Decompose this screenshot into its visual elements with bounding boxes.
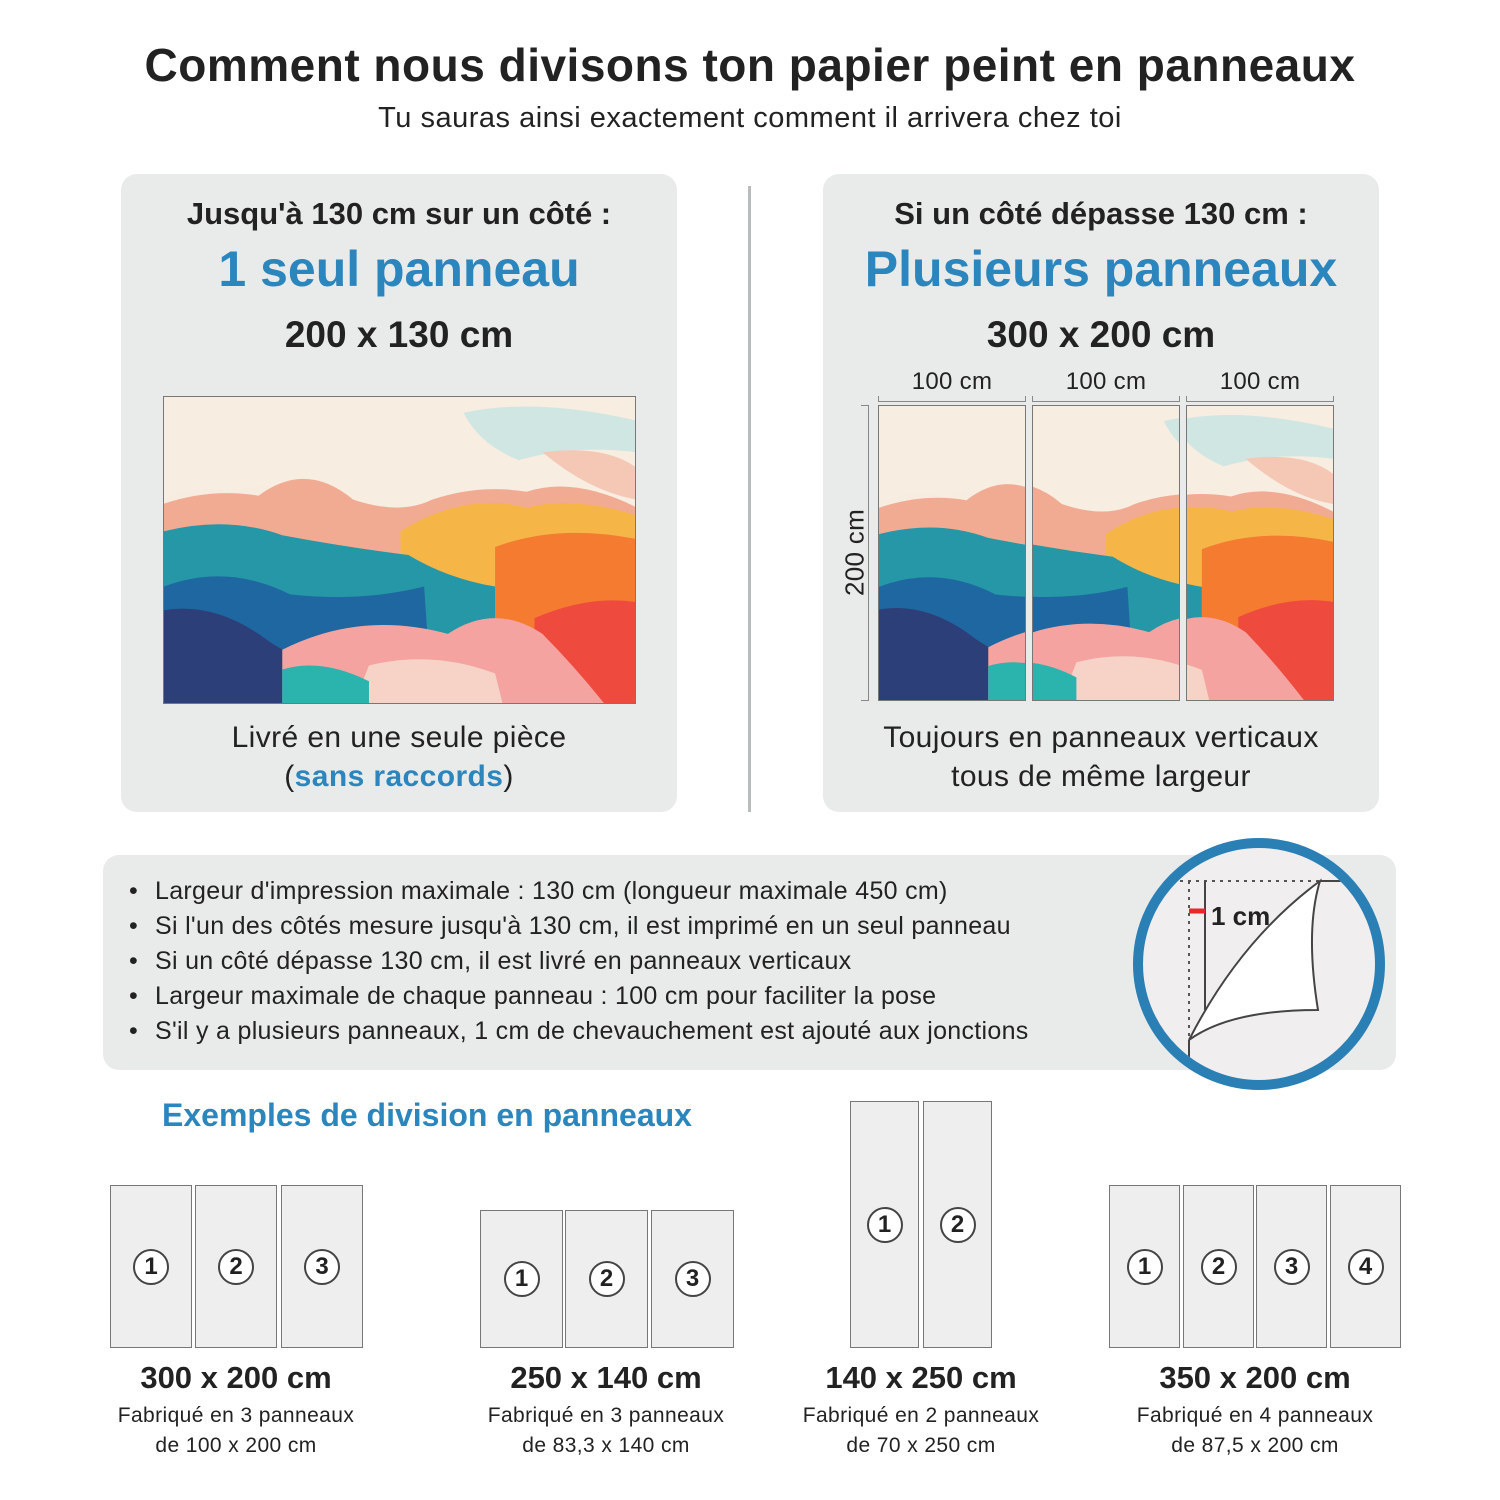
panel-number-badge: 2 bbox=[939, 1206, 976, 1243]
example-panel: 2 bbox=[565, 1210, 648, 1348]
paren-close: ) bbox=[503, 760, 514, 793]
example-line2: de 70 x 250 cm bbox=[846, 1434, 996, 1457]
example-panel: 1 bbox=[110, 1185, 192, 1348]
page-subtitle: Tu sauras ainsi exactement comment il ar… bbox=[378, 102, 1122, 134]
divider bbox=[748, 186, 751, 812]
height-dimension-line bbox=[861, 405, 869, 701]
page-title: Comment nous divisons ton papier peint e… bbox=[144, 39, 1356, 91]
example-panel: 1 bbox=[480, 1210, 563, 1348]
example-panel: 1 bbox=[1109, 1185, 1180, 1348]
bullet-item: S'il y a plusieurs panneaux, 1 cm de che… bbox=[129, 1014, 1029, 1049]
single-condition: Jusqu'à 130 cm sur un côté : bbox=[186, 196, 612, 231]
bullet-item: Si l'un des côtés mesure jusqu'à 130 cm,… bbox=[129, 909, 1029, 944]
dimension-line bbox=[1032, 396, 1180, 402]
example-panel: 3 bbox=[651, 1210, 734, 1348]
wallpaper-preview-single bbox=[163, 396, 636, 704]
multi-caption-line1: Toujours en panneaux verticaux bbox=[883, 721, 1319, 754]
example-panel: 2 bbox=[1183, 1185, 1254, 1348]
no-seams-highlight: sans raccords bbox=[294, 760, 504, 793]
examples-title: Exemples de division en panneaux bbox=[162, 1097, 692, 1133]
single-caption-line1: Livré en une seule pièce bbox=[231, 721, 567, 754]
example-line1: Fabriqué en 2 panneaux bbox=[802, 1404, 1040, 1427]
multi-caption: Toujours en panneaux verticaux tous de m… bbox=[823, 718, 1379, 796]
panel-width-label: 100 cm bbox=[1219, 368, 1301, 395]
multi-panel-card: Si un côté dépasse 130 cm : Plusieurs pa… bbox=[823, 174, 1379, 812]
example-line2: de 83,3 x 140 cm bbox=[522, 1434, 690, 1457]
example-line2: de 100 x 200 cm bbox=[155, 1434, 317, 1457]
example-panel: 3 bbox=[281, 1185, 363, 1348]
example-panel: 3 bbox=[1256, 1185, 1327, 1348]
example-dimensions: 250 x 140 cm bbox=[510, 1360, 702, 1395]
panel-number-badge: 3 bbox=[304, 1248, 340, 1285]
example-panel: 2 bbox=[195, 1185, 277, 1348]
height-label: 200 cm bbox=[839, 508, 870, 597]
panel-number-badge: 4 bbox=[1347, 1248, 1384, 1285]
panel-number-badge: 2 bbox=[218, 1248, 254, 1285]
overlap-illustration bbox=[1180, 878, 1345, 1070]
single-headline: 1 seul panneau bbox=[218, 241, 580, 297]
example-line1: Fabriqué en 3 panneaux bbox=[117, 1404, 355, 1427]
multi-headline: Plusieurs panneaux bbox=[864, 241, 1338, 297]
example-line1: Fabriqué en 3 panneaux bbox=[487, 1404, 725, 1427]
panel-number-badge: 1 bbox=[866, 1206, 903, 1243]
bullet-item: Si un côté dépasse 130 cm, il est livré … bbox=[129, 944, 1029, 979]
wallpaper-panel-1 bbox=[878, 405, 1026, 701]
panel-width-label: 100 cm bbox=[1065, 368, 1147, 395]
multi-caption-line2: tous de même largeur bbox=[951, 760, 1251, 793]
info-bullets: Largeur d'impression maximale : 130 cm (… bbox=[129, 874, 1029, 1049]
panel-number-badge: 3 bbox=[674, 1261, 711, 1297]
example-dimensions: 300 x 200 cm bbox=[140, 1360, 332, 1395]
panel-number-badge: 2 bbox=[588, 1261, 625, 1297]
bullet-item: Largeur d'impression maximale : 130 cm (… bbox=[129, 874, 1029, 909]
wallpaper-panel-3 bbox=[1186, 405, 1334, 701]
single-panel-card: Jusqu'à 130 cm sur un côté : 1 seul pann… bbox=[121, 174, 677, 812]
example-panel: 4 bbox=[1330, 1185, 1401, 1348]
panel-number-badge: 2 bbox=[1200, 1248, 1237, 1285]
panel-number-badge: 1 bbox=[1126, 1248, 1163, 1285]
bullet-item: Largeur maximale de chaque panneau : 100… bbox=[129, 979, 1029, 1014]
example-panel: 1 bbox=[850, 1101, 919, 1348]
dimension-line bbox=[878, 396, 1026, 402]
dimension-line bbox=[1186, 396, 1334, 402]
overlap-label: 1 cm bbox=[1211, 901, 1271, 931]
example-panel: 2 bbox=[923, 1101, 992, 1348]
panel-width-label: 100 cm bbox=[911, 368, 993, 395]
example-line1: Fabriqué en 4 panneaux bbox=[1136, 1404, 1374, 1427]
panel-number-badge: 1 bbox=[133, 1248, 169, 1285]
single-dimensions: 200 x 130 cm bbox=[284, 314, 514, 355]
example-dimensions: 350 x 200 cm bbox=[1159, 1360, 1351, 1395]
paren-open: ( bbox=[284, 760, 295, 793]
wallpaper-panel-2 bbox=[1032, 405, 1180, 701]
example-line2: de 87,5 x 200 cm bbox=[1171, 1434, 1339, 1457]
panel-number-badge: 3 bbox=[1273, 1248, 1310, 1285]
panel-number-badge: 1 bbox=[503, 1261, 540, 1297]
multi-condition: Si un côté dépasse 130 cm : bbox=[894, 196, 1308, 231]
single-caption: Livré en une seule pièce (sans raccords) bbox=[121, 718, 677, 796]
multi-dimensions: 300 x 200 cm bbox=[986, 314, 1216, 355]
example-dimensions: 140 x 250 cm bbox=[825, 1360, 1017, 1395]
overlap-detail-circle: 1 cm bbox=[1133, 838, 1385, 1090]
